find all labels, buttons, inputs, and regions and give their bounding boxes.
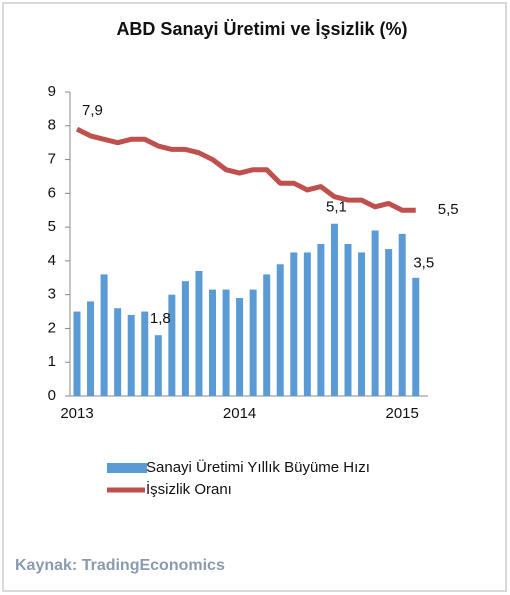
bar (371, 230, 379, 396)
bar (73, 311, 81, 396)
legend-label: Sanayi Üretimi Yıllık Büyüme Hızı (146, 458, 370, 476)
bar (100, 274, 108, 396)
bar (222, 289, 230, 396)
bar (249, 289, 257, 396)
bar (317, 244, 325, 396)
y-tick-label: 1 (48, 353, 56, 370)
bar (385, 249, 393, 396)
bar (276, 264, 284, 396)
bar (263, 274, 271, 396)
y-tick-label: 9 (48, 83, 56, 100)
bar (358, 252, 366, 396)
bar (290, 252, 298, 396)
bar (209, 289, 216, 396)
y-tick-label: 7 (48, 151, 56, 168)
y-tick-label: 8 (48, 117, 56, 134)
line (75, 126, 416, 213)
bar (141, 311, 149, 396)
y-tick-label: 2 (48, 319, 56, 336)
x-tick-label: 2014 (223, 405, 256, 422)
bar (236, 298, 244, 396)
y-tick-label: 6 (48, 184, 56, 201)
legend-swatch (107, 463, 147, 473)
data-label: 3,5 (413, 255, 434, 272)
legend-label: İşsizlik Oranı (146, 480, 232, 498)
x-tick-label: 2015 (386, 405, 419, 422)
bar (127, 314, 135, 396)
y-tick-label: 5 (48, 218, 56, 235)
bar (344, 244, 352, 396)
data-label: 7,9 (82, 102, 103, 119)
y-tick-label: 0 (48, 387, 56, 404)
chart-title: ABD Sanayi Üretimi ve İşsizlik (%) (116, 19, 407, 39)
bar (154, 335, 162, 396)
bar (114, 308, 122, 396)
data-label: 1,8 (150, 310, 171, 327)
bar (87, 301, 95, 396)
y-tick-label: 4 (48, 252, 56, 269)
bar (181, 281, 189, 396)
source: Kaynak: TradingEconomics (15, 557, 225, 574)
data-label: 5,5 (438, 201, 459, 218)
bar (168, 294, 176, 396)
bar (412, 277, 420, 396)
bar (195, 271, 203, 396)
bar (398, 233, 406, 396)
x-tick-label: 2013 (60, 405, 93, 422)
bar (303, 252, 311, 396)
data-label: 5,1 (326, 199, 347, 216)
y-tick-label: 3 (48, 286, 56, 303)
bar (330, 223, 338, 396)
